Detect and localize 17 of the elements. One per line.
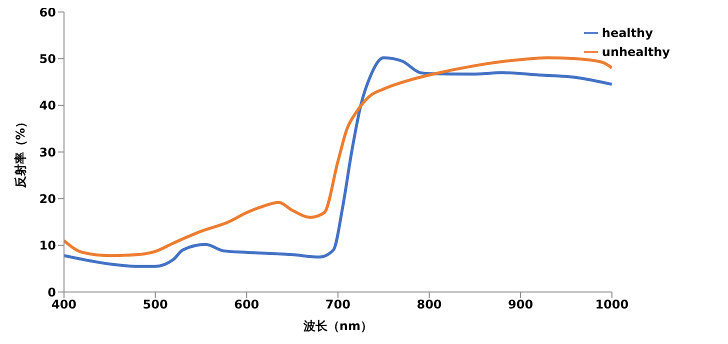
x-tick-label: 700 bbox=[325, 298, 350, 312]
x-tick-label: 500 bbox=[142, 298, 168, 312]
x-tick-label: 1000 bbox=[595, 298, 629, 312]
y-tick-label: 40 bbox=[39, 98, 56, 113]
x-axis-title: 波长（nm） bbox=[302, 319, 372, 333]
legend-label: healthy bbox=[602, 26, 653, 40]
x-tick-label: 400 bbox=[51, 298, 77, 312]
x-tick-label: 800 bbox=[416, 298, 442, 312]
y-tick-label: 10 bbox=[39, 238, 56, 253]
x-tick-label: 900 bbox=[508, 298, 534, 312]
y-tick-label: 0 bbox=[48, 285, 56, 300]
x-tick-label: 600 bbox=[234, 298, 260, 312]
y-tick-label: 50 bbox=[39, 52, 56, 66]
legend-label: unhealthy bbox=[602, 45, 670, 59]
y-tick-label: 30 bbox=[39, 145, 56, 160]
y-axis-title: 反射率（%） bbox=[13, 116, 28, 190]
y-tick-label: 20 bbox=[39, 192, 56, 206]
